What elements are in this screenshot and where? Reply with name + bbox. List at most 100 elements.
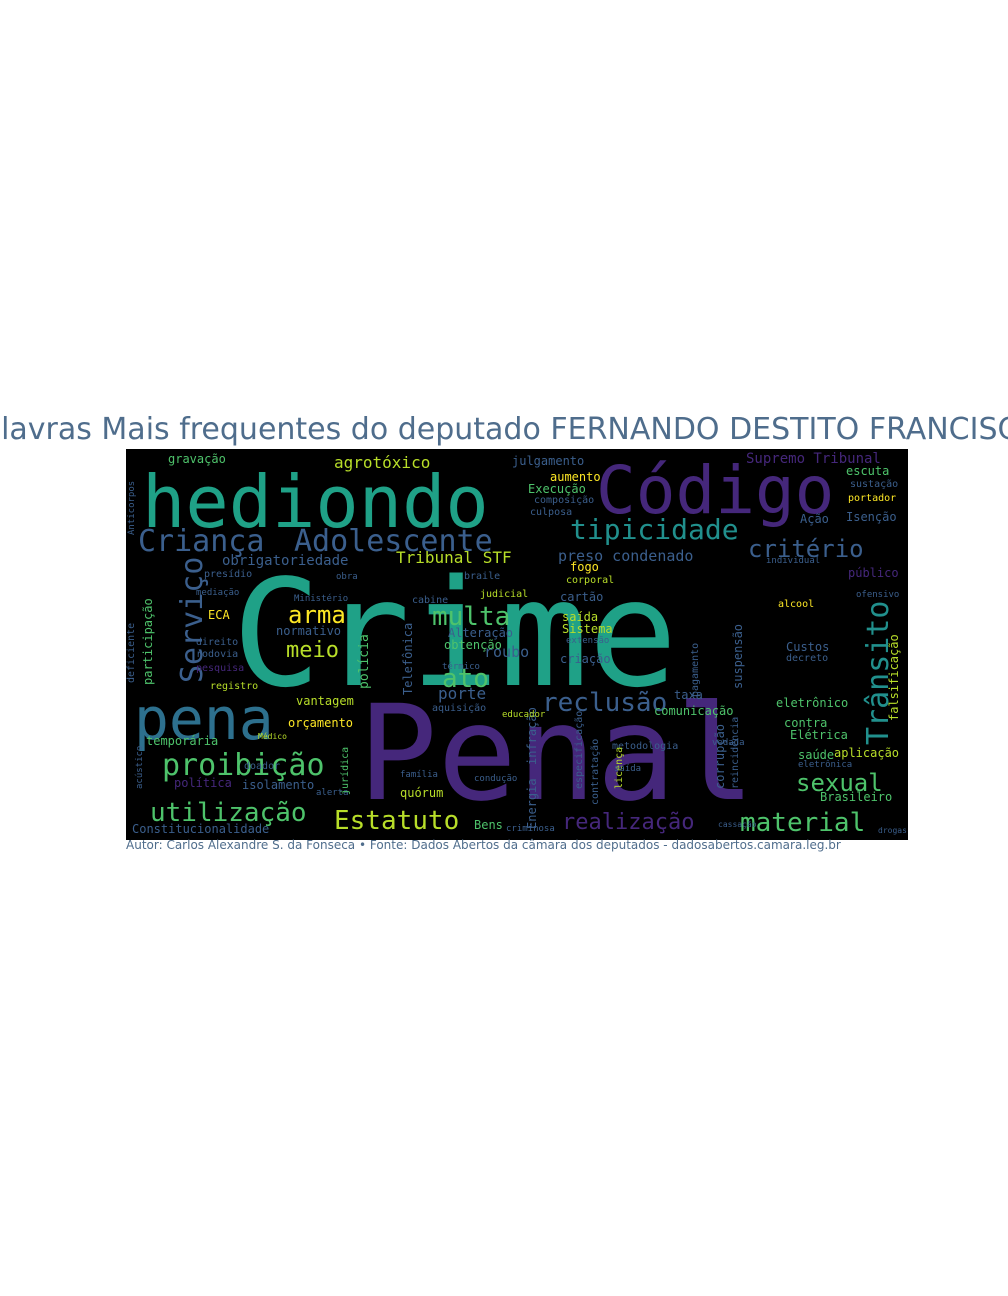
word: porte: [438, 684, 486, 703]
word: proibição: [162, 748, 325, 783]
word: Ação: [800, 512, 829, 526]
word: normativo: [276, 624, 341, 638]
word: ECA: [208, 608, 230, 622]
word: educador: [502, 710, 546, 720]
word: obrigatoriedade: [222, 553, 348, 569]
word: condução: [474, 774, 517, 784]
word: família: [400, 770, 438, 780]
word: culposa: [530, 507, 572, 518]
word: Bens: [474, 818, 503, 832]
word: criação: [560, 652, 611, 666]
word: roubo: [484, 643, 529, 661]
word: pesquisa: [196, 663, 244, 674]
word: portador: [848, 493, 896, 504]
word: Tribunal STF: [396, 548, 512, 567]
word: obtenção: [444, 638, 502, 652]
word: Ministério: [294, 593, 348, 604]
word: Anticorpos: [127, 481, 137, 535]
word: vedada: [712, 738, 745, 748]
word: suspensão: [731, 624, 745, 689]
word: multa: [432, 602, 510, 632]
word: obra: [336, 572, 358, 582]
word: acústico: [135, 746, 145, 789]
word: Isenção: [846, 510, 897, 524]
word: Criança: [138, 524, 264, 559]
word: infração: [525, 707, 539, 765]
word: corporal: [566, 575, 614, 586]
word: composição: [534, 495, 594, 506]
word: taxa: [674, 688, 703, 702]
word: drogas: [878, 826, 907, 835]
word: cabine: [412, 595, 448, 606]
word-cloud: Crime Penal hediondo Código pena Criança…: [126, 449, 908, 840]
word: eletrônica: [798, 759, 852, 770]
word: vantagem: [296, 694, 354, 708]
word: Telefônica: [401, 623, 415, 695]
word: alcool: [778, 599, 814, 610]
word: cartão: [560, 590, 603, 604]
word: ato: [442, 664, 489, 694]
word: Serviço: [175, 557, 210, 683]
word: Brasileiro: [820, 790, 892, 804]
word: participação: [141, 598, 155, 685]
word: saída: [562, 610, 598, 624]
word: aplicação: [834, 746, 899, 760]
word: Adolescente: [294, 524, 493, 559]
word: orçamento: [288, 716, 353, 730]
word: arma: [288, 601, 346, 629]
word: gravação: [168, 452, 226, 466]
word: público: [848, 566, 899, 580]
chart-title: Palavras Mais frequentes do deputado FER…: [0, 411, 1008, 447]
word: saúde: [798, 748, 834, 762]
word: agrotóxico: [334, 453, 430, 472]
word: mediação: [196, 588, 239, 598]
word: material: [740, 808, 865, 838]
word: meio: [286, 638, 339, 663]
word-cloud-background: [126, 449, 908, 840]
word: Sistema: [562, 622, 613, 636]
word: Supremo Tribunal: [746, 451, 881, 467]
word: térmico: [442, 661, 480, 672]
word: Constitucionalidade: [132, 822, 269, 836]
word: Crime: [232, 548, 678, 720]
word: especificação: [574, 711, 585, 789]
word: escuta: [846, 464, 889, 478]
word: decreto: [786, 653, 828, 664]
word: realização: [562, 810, 694, 835]
word: cassação: [718, 820, 757, 829]
word: sustação: [850, 479, 898, 490]
word: falsificação: [887, 634, 901, 721]
word: contra: [784, 716, 827, 730]
word: contratação: [590, 739, 601, 805]
word: Trânsito: [861, 601, 896, 746]
word: alerta: [316, 788, 349, 798]
word: braile: [464, 571, 500, 582]
word: Custos: [786, 640, 829, 654]
word: corrupção: [713, 724, 727, 789]
word: judicial: [480, 589, 528, 600]
word: comunicação: [654, 704, 733, 718]
word: critério: [748, 535, 864, 563]
word: Execução: [528, 482, 586, 496]
word: fogo: [570, 560, 599, 574]
word: jurídica: [339, 747, 351, 795]
word: sexual: [796, 769, 883, 797]
word: individual: [766, 556, 820, 566]
word: julgamento: [512, 454, 584, 468]
word: isolamento: [242, 778, 314, 792]
word: saída: [614, 764, 641, 774]
word: utilização: [150, 798, 307, 828]
word: registro: [210, 681, 258, 692]
word: polícia: [357, 634, 372, 689]
word: tipicidade: [570, 513, 739, 546]
word: temporária: [146, 734, 218, 748]
word: hediondo: [142, 460, 489, 544]
word: direito: [196, 637, 238, 648]
word: metodologia: [612, 741, 678, 752]
word: Código: [596, 452, 834, 529]
word: reclusão: [542, 688, 667, 718]
word: quórum: [400, 786, 443, 800]
word: criminosa: [506, 824, 555, 834]
word: Estatuto: [334, 806, 459, 836]
word: doador: [244, 761, 280, 772]
